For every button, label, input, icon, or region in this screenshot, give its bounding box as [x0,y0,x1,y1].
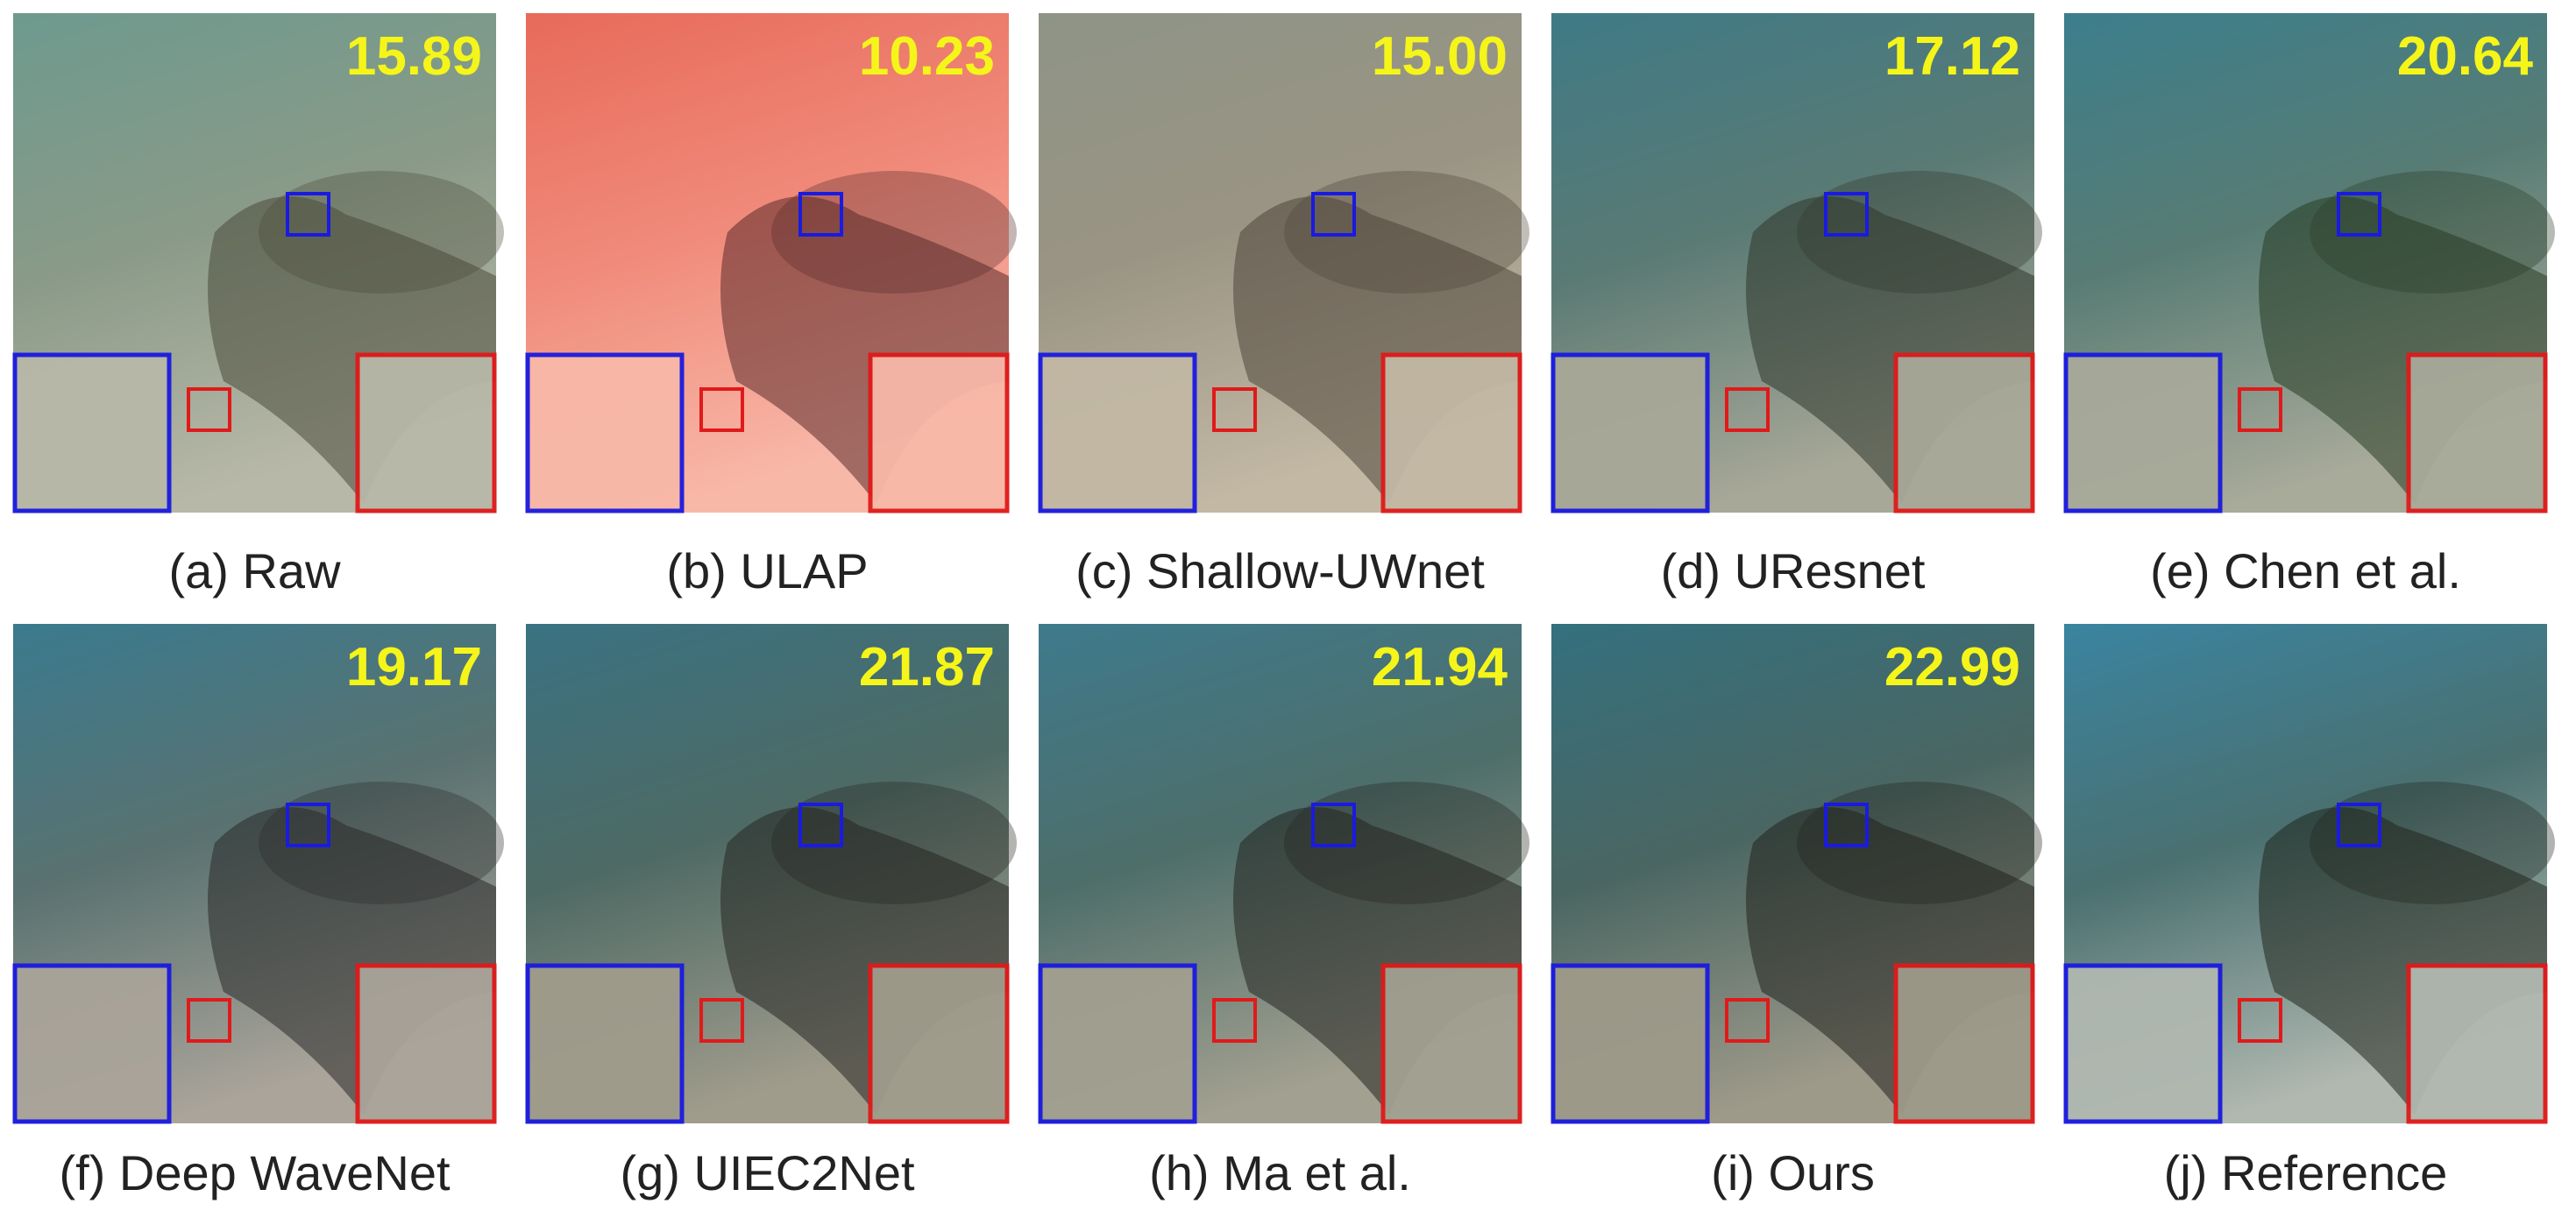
red-roi [699,998,744,1043]
psnr-score: 17.12 [1884,26,2020,87]
panel: 19.17 [12,624,504,1124]
rock-shadow [2259,807,2547,1115]
red-inset [868,963,1010,1124]
blue-roi [2337,192,2381,237]
psnr-score: 15.89 [346,26,482,87]
rock [2310,171,2555,294]
red-roi [2238,998,2282,1043]
red-roi [1212,998,1257,1043]
rock [1284,171,1529,294]
psnr-score: 10.23 [859,26,995,87]
caption: (c) Shallow-UWnet [1075,543,1485,598]
blue-roi [286,192,330,237]
rock [2310,782,2555,904]
psnr-score: 20.64 [2397,26,2534,87]
rock [259,782,504,904]
caption: (f) Deep WaveNet [59,1145,451,1200]
psnr-score: 22.99 [1884,637,2020,697]
red-inset [1893,352,2035,513]
caption: (a) Raw [168,543,341,598]
caption: (b) ULAP [666,543,868,598]
blue-inset [2063,352,2223,513]
blue-roi [798,803,843,847]
red-inset [2406,352,2548,513]
rock-shadow [208,807,496,1115]
blue-inset [2063,963,2223,1124]
panel: 22.99 [1551,624,2042,1124]
rock [259,171,504,294]
panel: 21.94 [1038,624,1529,1124]
blue-roi [1824,192,1869,237]
blue-inset [1551,963,1710,1124]
rock [1797,782,2042,904]
red-roi [187,998,231,1043]
red-inset [1893,963,2035,1124]
red-inset [1380,963,1522,1124]
psnr-score: 21.94 [1372,637,1508,697]
blue-roi [1311,803,1356,847]
panel: 21.87 [525,624,1017,1124]
caption: (e) Chen et al. [2150,543,2461,598]
caption: (d) UResnet [1661,543,1926,598]
red-inset [355,963,497,1124]
caption: (i) Ours [1711,1145,1875,1200]
caption: (g) UIEC2Net [620,1145,915,1200]
red-inset [2406,963,2548,1124]
red-roi [1212,387,1257,432]
blue-inset [1038,352,1197,513]
blue-roi [1311,192,1356,237]
red-roi [187,387,231,432]
red-inset [355,352,497,513]
blue-roi [286,803,330,847]
blue-inset [525,963,685,1124]
red-inset [868,352,1010,513]
red-roi [699,387,744,432]
blue-inset [12,352,172,513]
blue-inset [525,352,685,513]
psnr-score: 21.87 [859,637,995,697]
panel [2063,624,2555,1124]
blue-inset [1551,352,1710,513]
rock-shadow [1746,196,2034,504]
rock [1797,171,2042,294]
blue-roi [2337,803,2381,847]
panel: 20.64 [2063,13,2555,513]
psnr-score: 15.00 [1372,26,1508,87]
rock-shadow [720,196,1009,504]
rock-shadow [1746,807,2034,1115]
red-inset [1380,352,1522,513]
blue-roi [1824,803,1869,847]
blue-inset [1038,963,1197,1124]
rock-shadow [720,807,1009,1115]
rock-shadow [1233,196,1522,504]
red-roi [1725,387,1770,432]
panel: 17.12 [1551,13,2042,513]
caption: (j) Reference [2164,1145,2448,1200]
rock-shadow [208,196,496,504]
red-roi [2238,387,2282,432]
rock [771,171,1017,294]
panel: 10.23 [525,13,1017,513]
caption: (h) Ma et al. [1149,1145,1411,1200]
panel: 15.89 [12,13,504,513]
red-roi [1725,998,1770,1043]
rock-shadow [1233,807,1522,1115]
panel: 15.00 [1038,13,1529,513]
blue-roi [798,192,843,237]
rock [771,782,1017,904]
rock-shadow [2259,196,2547,504]
rock [1284,782,1529,904]
psnr-score: 19.17 [346,637,482,697]
blue-inset [12,963,172,1124]
